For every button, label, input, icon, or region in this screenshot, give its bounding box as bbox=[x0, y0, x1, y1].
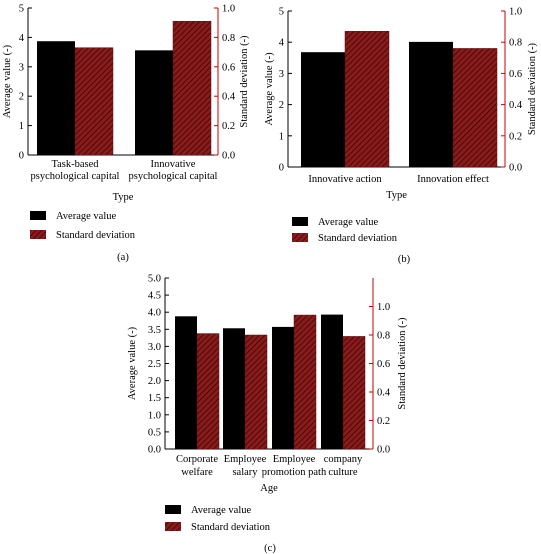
panel-b-y-tick-label: 3 bbox=[279, 69, 284, 80]
panel-c-legend-label-average: Average value bbox=[191, 505, 251, 516]
panel-c-y-tick-label: 2.5 bbox=[148, 359, 161, 370]
panel-c-bar-stddev bbox=[196, 333, 220, 450]
panel-b-bar-average bbox=[409, 41, 453, 167]
panel-c-category-label: Employee bbox=[224, 454, 267, 465]
panel-c-y-tick-label: 0.0 bbox=[148, 445, 161, 456]
panel-c-bar-stddev bbox=[342, 336, 366, 450]
panel-b-category-label: Innovation effect bbox=[417, 174, 489, 185]
panel-c-y-axis-label: Average value (-) bbox=[127, 326, 138, 400]
panel-a-y-tick-label: 0 bbox=[19, 151, 24, 162]
panel-a-x-axis-label: Type bbox=[113, 192, 134, 203]
panel-b-legend-label-average: Average value bbox=[318, 217, 378, 228]
panel-c-bar-stddev bbox=[293, 314, 317, 450]
panel-c-legend-label-stddev: Standard deviation bbox=[191, 522, 271, 533]
panel-b-label: (b) bbox=[398, 254, 411, 265]
panel-c-bar-average bbox=[272, 326, 294, 449]
panel-c-bar-average bbox=[223, 328, 245, 449]
panel-c-y-tick-label: 3.5 bbox=[148, 325, 161, 336]
panel-a-y2-axis-label: Standard deviation (-) bbox=[239, 35, 250, 128]
panel-c-y-tick-label: 4.0 bbox=[148, 308, 161, 319]
panel-a-y-tick-label: 2 bbox=[19, 92, 24, 103]
panel-a-legend-label-average: Average value bbox=[56, 211, 116, 222]
panel-c-bar-stddev bbox=[244, 334, 268, 450]
panel-c-y2-tick-label: 0.6 bbox=[377, 359, 390, 370]
panel-b-y-tick-label: 5 bbox=[279, 7, 284, 18]
panel-c-category-label: welfare bbox=[181, 467, 213, 478]
panel-b-y-tick-label: 1 bbox=[279, 131, 284, 142]
panel-c-y-tick-label: 1.0 bbox=[148, 410, 161, 421]
panel-b-y2-tick-label: 0.2 bbox=[509, 131, 522, 142]
panel-a-category-label: Innovative bbox=[151, 159, 196, 170]
panel-a-y2-tick-label: 0.4 bbox=[222, 92, 236, 103]
panel-c-y-tick-label: 0.5 bbox=[148, 427, 161, 438]
panel-b-category-label: Innovative action bbox=[308, 174, 382, 185]
panel-a-y-tick-label: 3 bbox=[19, 62, 24, 73]
panel-b-bar-average bbox=[301, 52, 345, 167]
panel-c-y2-tick-label: 0.0 bbox=[377, 445, 390, 456]
panel-a-y2-tick-label: 0.2 bbox=[222, 121, 235, 132]
panel-a-legend-label-stddev: Standard deviation bbox=[56, 230, 136, 241]
panel-b-legend-swatch-stddev bbox=[292, 233, 308, 242]
panel-c-category-label: Employee bbox=[273, 454, 316, 465]
panel-c-y-tick-label: 5.0 bbox=[148, 274, 161, 285]
panel-a-y-axis-label: Average value (-) bbox=[2, 44, 13, 118]
panel-b-bar-stddev bbox=[344, 31, 390, 168]
panel-b-y2-tick-label: 0.6 bbox=[509, 69, 522, 80]
panel-a-y2-tick-label: 0.0 bbox=[222, 151, 235, 162]
panel-c-x-axis-label: Age bbox=[260, 483, 278, 494]
panel-c-y-tick-label: 3.0 bbox=[148, 342, 161, 353]
panel-c-y2-tick-label: 0.8 bbox=[377, 331, 390, 342]
panel-b-y2-axis-label: Standard deviation (-) bbox=[527, 42, 538, 135]
panel-b-bar-stddev bbox=[452, 48, 498, 168]
panel-c-y2-tick-label: 1.0 bbox=[377, 302, 390, 313]
panel-b-y-tick-label: 4 bbox=[279, 38, 285, 49]
panel-a-bar-stddev bbox=[74, 47, 114, 156]
panel-c-category-label: Corporate bbox=[176, 454, 218, 465]
panel-a-y-tick-label: 1 bbox=[19, 121, 24, 132]
panel-c-y2-tick-label: 0.4 bbox=[377, 388, 391, 399]
panel-c-y2-tick-label: 0.2 bbox=[377, 416, 390, 427]
panel-a-y2-tick-label: 0.6 bbox=[222, 62, 235, 73]
panel-b-legend-swatch-average bbox=[292, 217, 308, 226]
panel-b-y-tick-label: 2 bbox=[279, 100, 284, 111]
panel-b-y2-tick-label: 0.4 bbox=[509, 100, 523, 111]
panel-a-category-label: psychological capital bbox=[129, 171, 218, 182]
panel-c-bar-average bbox=[321, 314, 343, 449]
panel-b-x-axis-label: Type bbox=[386, 190, 407, 201]
panel-c-category-label: culture bbox=[328, 467, 357, 478]
panel-b-y2-tick-label: 0.8 bbox=[509, 38, 522, 49]
panel-b-y2-tick-label: 0.0 bbox=[509, 163, 522, 174]
panel-a-y2-tick-label: 1.0 bbox=[222, 4, 235, 15]
panel-c-legend-swatch-average bbox=[165, 505, 181, 514]
panel-a-label: (a) bbox=[117, 252, 129, 263]
panel-a-bar-stddev bbox=[172, 20, 212, 156]
panel-c-bar-average bbox=[175, 316, 197, 449]
panel-c-category-label: promotion path bbox=[262, 467, 327, 478]
panel-a-y2-tick-label: 0.8 bbox=[222, 33, 235, 44]
panel-c-y2-axis-label: Standard deviation (-) bbox=[397, 317, 408, 410]
panel-a-bar-average bbox=[135, 50, 173, 155]
panel-a-bar-average bbox=[37, 41, 75, 155]
panel-c-legend-swatch-stddev bbox=[165, 522, 181, 531]
panel-c-category-label: salary bbox=[232, 467, 258, 478]
panel-a-y-tick-label: 5 bbox=[19, 4, 24, 15]
panel-b-y-tick-label: 0 bbox=[279, 163, 284, 174]
panel-c-category-label: company bbox=[324, 454, 363, 465]
panel-c-y-tick-label: 1.5 bbox=[148, 393, 161, 404]
panel-b-y-axis-label: Average value (-) bbox=[264, 52, 275, 126]
panel-a-y-tick-label: 4 bbox=[19, 33, 25, 44]
panel-a-legend-swatch-average bbox=[30, 211, 46, 220]
panel-c-label: (c) bbox=[264, 543, 276, 554]
panel-a-category-label: psychological capital bbox=[31, 171, 120, 182]
panel-a-category-label: Task-based bbox=[51, 159, 99, 170]
panel-c-y-tick-label: 2.0 bbox=[148, 376, 161, 387]
panel-b-y2-tick-label: 1.0 bbox=[509, 7, 522, 18]
panel-a-legend-swatch-stddev bbox=[30, 230, 46, 239]
panel-b-legend-label-stddev: Standard deviation bbox=[318, 233, 398, 244]
panel-c-y-tick-label: 4.5 bbox=[148, 291, 161, 302]
